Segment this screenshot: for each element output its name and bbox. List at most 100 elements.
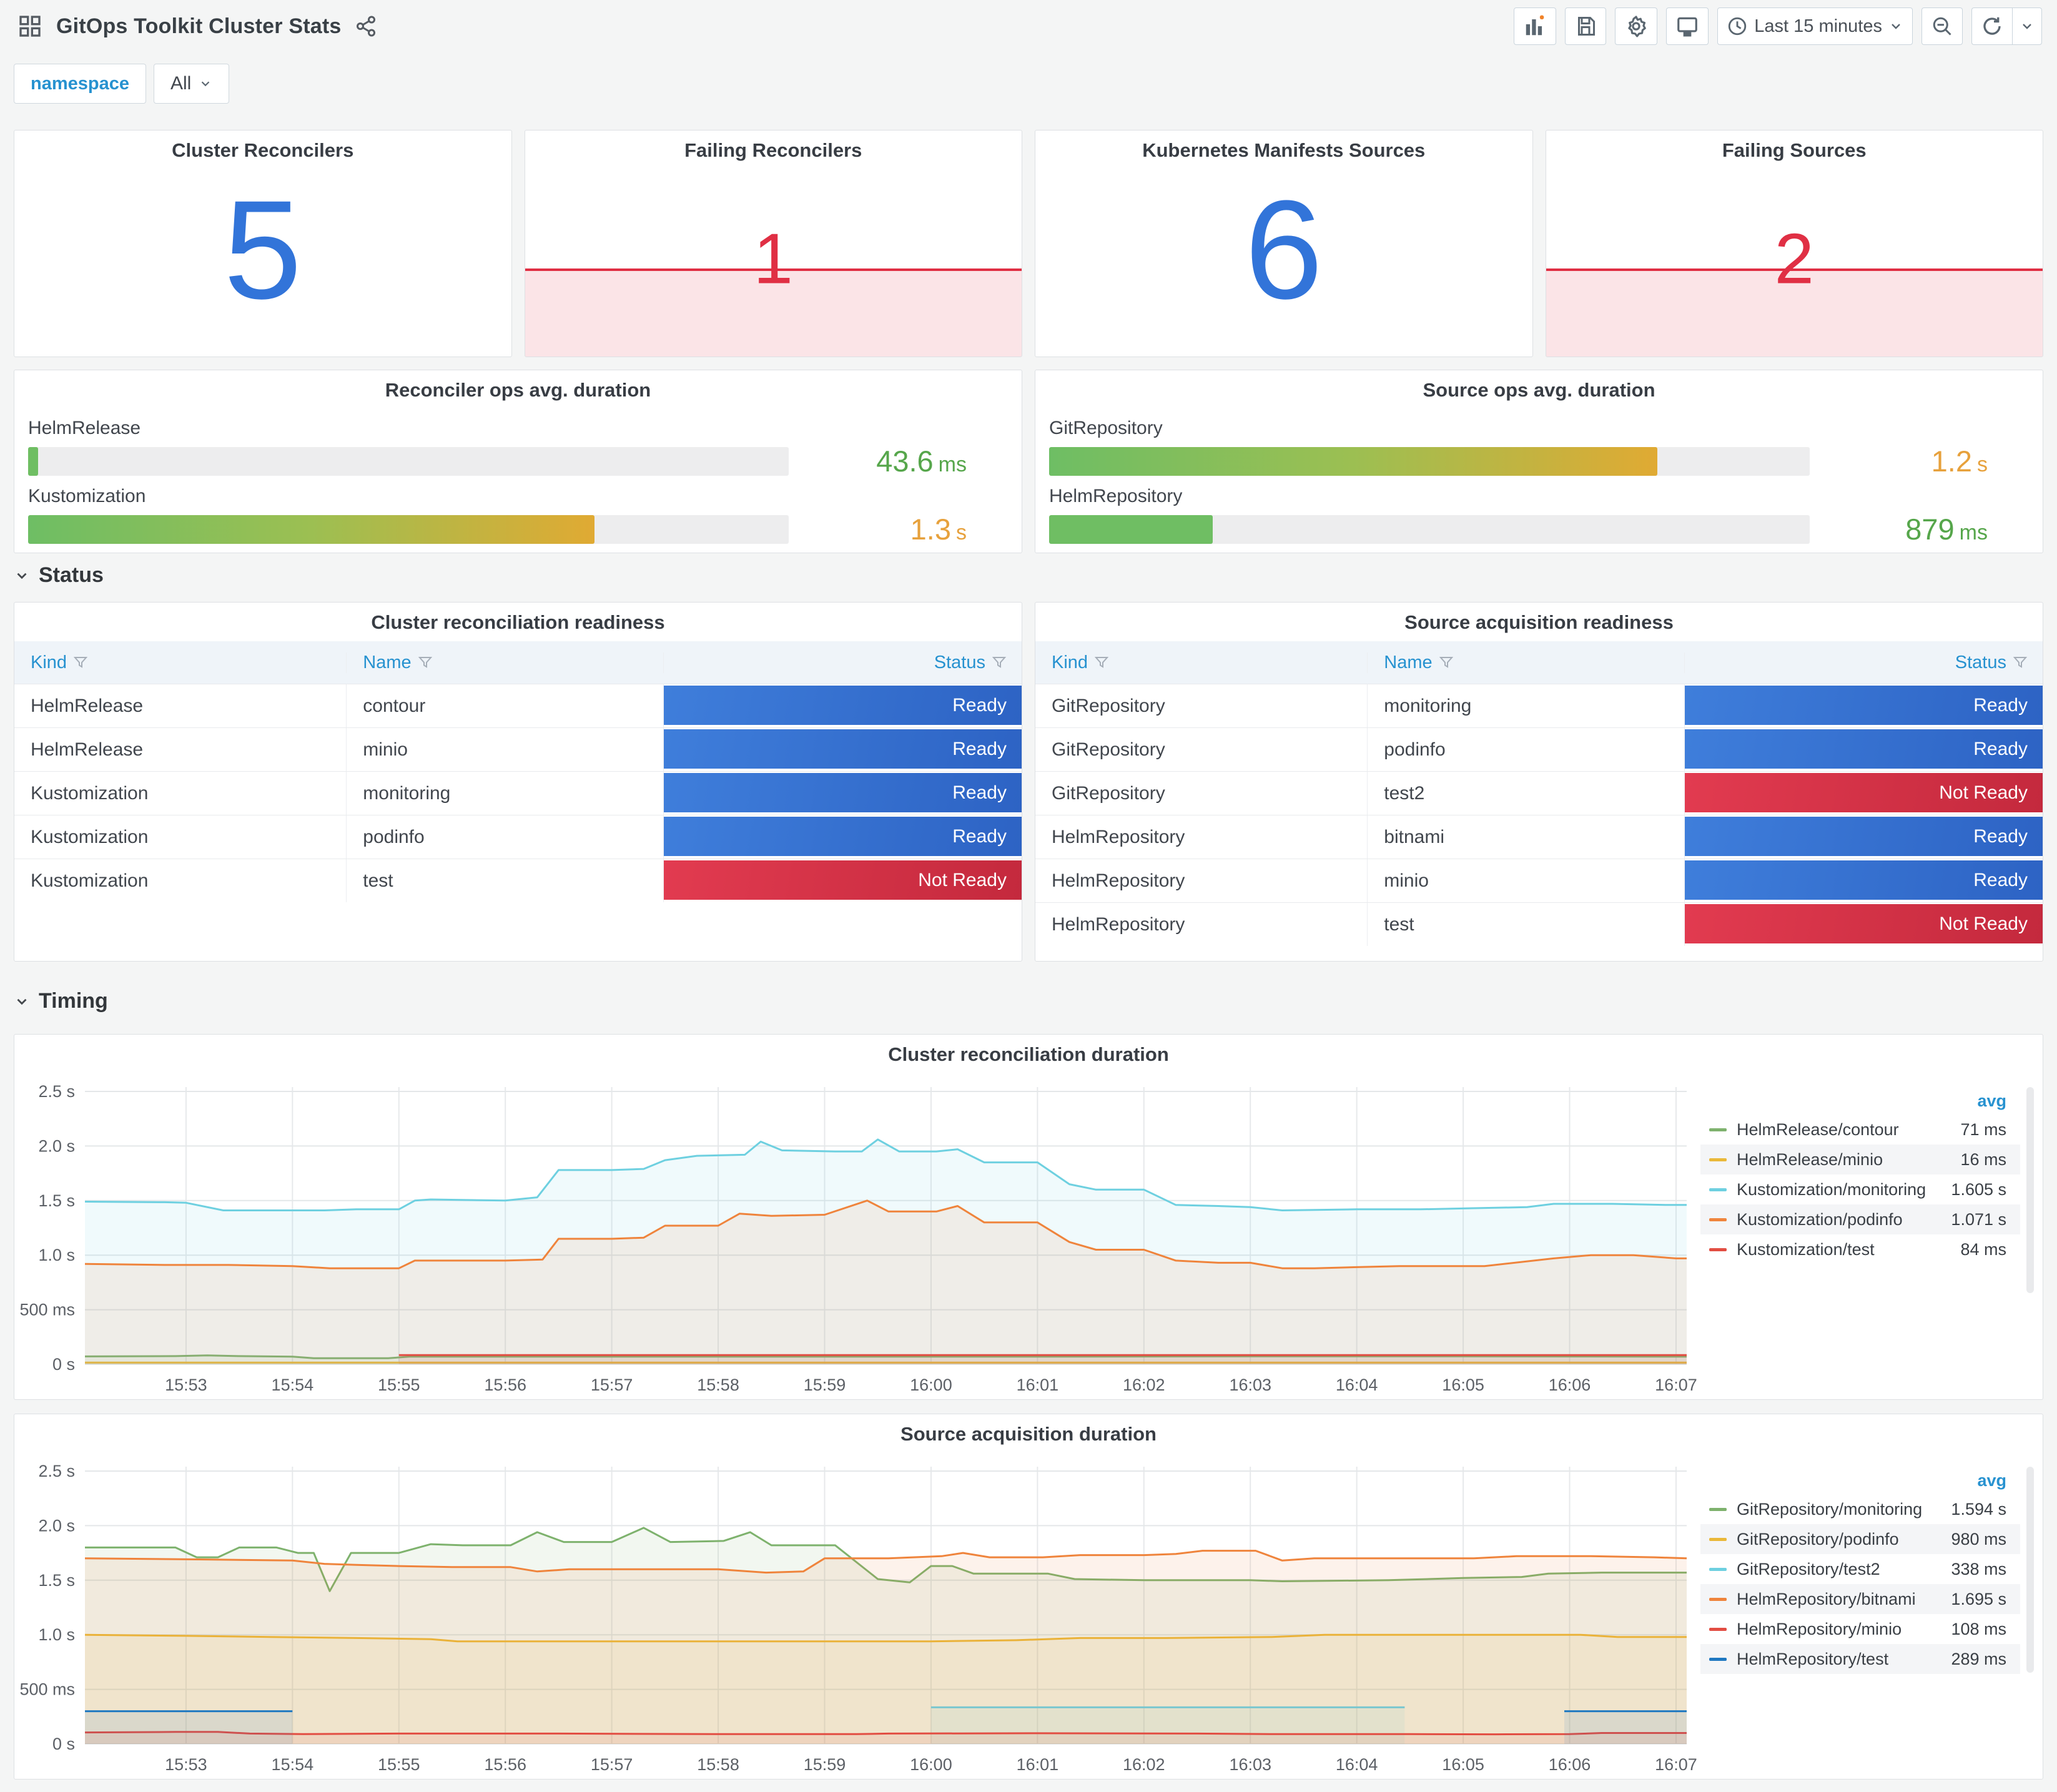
column-header-status[interactable]: Status <box>1685 652 2043 673</box>
chevron-down-icon <box>17 573 27 579</box>
legend-series-name: HelmRepository/test <box>1737 1649 1889 1668</box>
settings-gear-icon[interactable] <box>1615 7 1658 45</box>
status-badge: Ready <box>1685 686 2043 725</box>
zoom-out-button[interactable] <box>1921 7 1963 45</box>
panel-title[interactable]: Source acquisition duration <box>900 1423 1157 1445</box>
tv-mode-icon[interactable] <box>1666 7 1709 45</box>
refresh-button[interactable] <box>1971 7 2012 45</box>
legend-item[interactable]: HelmRepository/bitnami 1.695 s <box>1700 1584 2020 1614</box>
panel-title[interactable]: Failing Reconcilers <box>684 139 862 161</box>
y-axis-tick: 2.5 s <box>38 1462 75 1480</box>
refresh-interval-dropdown[interactable] <box>2012 7 2042 45</box>
stat-panel-cluster-reconcilers: Cluster Reconcilers 5 <box>14 130 512 357</box>
x-axis-tick: 16:04 <box>1336 1376 1378 1394</box>
time-range-picker[interactable]: Last 15 minutes <box>1717 7 1913 45</box>
filter-funnel-icon[interactable] <box>418 655 433 670</box>
x-axis-tick: 16:05 <box>1442 1376 1484 1394</box>
x-axis-tick: 15:57 <box>591 1376 633 1394</box>
legend-series-name: GitRepository/monitoring <box>1737 1499 1923 1519</box>
dashboard-grid-icon[interactable] <box>17 14 42 39</box>
panel-title[interactable]: Source acquisition readiness <box>1404 611 1674 633</box>
stat-value: 6 <box>1245 170 1323 328</box>
cell-kind: GitRepository <box>1035 772 1368 815</box>
panel-title[interactable]: Cluster reconciliation duration <box>888 1043 1169 1065</box>
y-axis-tick: 1.0 s <box>38 1246 75 1264</box>
cell-name: minio <box>1368 859 1685 902</box>
y-axis-tick: 1.5 s <box>38 1191 75 1210</box>
x-axis-tick: 15:57 <box>591 1755 633 1774</box>
column-header-name[interactable]: Name <box>347 652 664 673</box>
gauge-label: GitRepository <box>1049 418 1163 438</box>
status-badge: Not Ready <box>1685 773 2043 812</box>
x-axis-tick: 16:03 <box>1229 1755 1271 1774</box>
cell-kind: HelmRepository <box>1035 815 1368 859</box>
panel-title[interactable]: Failing Sources <box>1722 139 1867 161</box>
filter-funnel-icon[interactable] <box>1094 655 1109 670</box>
cell-status: Ready <box>664 815 1022 859</box>
legend-item[interactable]: GitRepository/monitoring 1.594 s <box>1700 1494 2020 1524</box>
legend-item[interactable]: HelmRelease/contour 71 ms <box>1700 1115 2020 1145</box>
legend-series-name: HelmRelease/contour <box>1737 1120 1899 1139</box>
legend-scrollbar[interactable] <box>2026 1467 2034 1673</box>
panel-title[interactable]: Cluster reconciliation readiness <box>371 611 665 633</box>
legend-item[interactable]: Kustomization/test 84 ms <box>1700 1234 2020 1264</box>
legend-item[interactable]: Kustomization/monitoring 1.605 s <box>1700 1174 2020 1204</box>
table-row: HelmRepository minio Ready <box>1035 859 2043 902</box>
legend-series-dash <box>1709 1567 1727 1571</box>
legend-series-dash <box>1709 1248 1727 1251</box>
series-line-HelmRelease/contour <box>84 1354 1687 1359</box>
x-axis-tick: 16:02 <box>1123 1755 1165 1774</box>
filter-funnel-icon[interactable] <box>1439 655 1454 670</box>
add-panel-button[interactable] <box>1514 7 1557 45</box>
legend-series-avg: 338 ms <box>1951 1559 2006 1578</box>
legend-series-avg: 980 ms <box>1951 1529 2006 1548</box>
legend-item[interactable]: HelmRelease/minio 16 ms <box>1700 1145 2020 1174</box>
column-header-kind[interactable]: Kind <box>1035 652 1368 673</box>
y-axis-tick: 0 s <box>52 1355 75 1374</box>
legend-item[interactable]: Kustomization/podinfo 1.071 s <box>1700 1204 2020 1234</box>
save-dashboard-button[interactable] <box>1565 7 1607 45</box>
column-header-name[interactable]: Name <box>1368 652 1685 673</box>
legend-scrollbar[interactable] <box>2026 1087 2034 1293</box>
cell-name: test <box>347 859 664 902</box>
legend-item[interactable]: HelmRepository/minio 108 ms <box>1700 1614 2020 1644</box>
y-axis-tick: 2.5 s <box>38 1082 75 1101</box>
x-axis-tick: 16:06 <box>1549 1376 1591 1394</box>
x-axis-tick: 16:06 <box>1549 1755 1591 1774</box>
filter-funnel-icon[interactable] <box>992 655 1007 670</box>
cell-status: Ready <box>664 684 1022 727</box>
stat-value: 1 <box>753 219 793 299</box>
column-header-status[interactable]: Status <box>664 652 1022 673</box>
panel-title[interactable]: Reconciler ops avg. duration <box>385 379 651 401</box>
panel-title[interactable]: Source ops avg. duration <box>1423 379 1655 401</box>
filter-funnel-icon[interactable] <box>73 655 88 670</box>
cell-kind: HelmRelease <box>14 684 347 727</box>
legend-series-name: HelmRelease/minio <box>1737 1150 1883 1169</box>
stat-value: 5 <box>224 170 302 328</box>
legend-series-dash <box>1709 1537 1727 1541</box>
gauge-value: 1.3 s <box>910 513 967 546</box>
chart-legend: avg GitRepository/monitoring 1.594 s GitRep… <box>1700 1467 2034 1674</box>
legend-item[interactable]: GitRepository/podinfo 980 ms <box>1700 1524 2020 1554</box>
filter-funnel-icon[interactable] <box>2013 655 2028 670</box>
share-icon[interactable] <box>355 15 377 37</box>
legend-avg-header[interactable]: avg <box>1977 1471 2006 1490</box>
x-axis-tick: 15:54 <box>272 1755 314 1774</box>
column-header-kind[interactable]: Kind <box>14 652 347 673</box>
legend-series-name: GitRepository/podinfo <box>1737 1529 1899 1548</box>
x-axis-tick: 16:00 <box>910 1376 952 1394</box>
legend-item[interactable]: HelmRepository/test 289 ms <box>1700 1644 2020 1674</box>
section-header-timing[interactable]: Timing <box>14 989 108 1013</box>
legend-series-name: Kustomization/podinfo <box>1737 1209 1903 1229</box>
status-badge: Ready <box>664 773 1022 812</box>
x-axis-tick: 15:59 <box>804 1376 846 1394</box>
panel-title[interactable]: Kubernetes Manifests Sources <box>1142 139 1426 161</box>
legend-avg-header[interactable]: avg <box>1977 1091 2006 1110</box>
namespace-variable-label[interactable]: namespace <box>14 64 146 104</box>
namespace-variable-value-dropdown[interactable]: All <box>154 64 230 104</box>
panel-title[interactable]: Cluster Reconcilers <box>172 139 354 161</box>
legend-item[interactable]: GitRepository/test2 338 ms <box>1700 1554 2020 1584</box>
section-header-status[interactable]: Status <box>14 563 104 588</box>
legend-series-name: Kustomization/monitoring <box>1737 1179 1926 1199</box>
series-line-Kustomization/podinfo <box>84 1199 1687 1269</box>
